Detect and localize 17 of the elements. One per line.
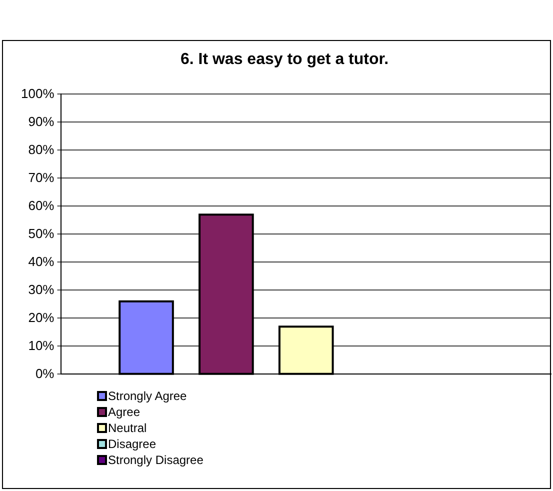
- y-tick-label: 70%: [28, 170, 55, 185]
- y-tick-label: 10%: [28, 338, 55, 353]
- y-tick-label: 0%: [35, 366, 55, 381]
- legend-label: Neutral: [108, 420, 147, 436]
- y-tick-label: 90%: [28, 114, 55, 129]
- legend-label: Strongly Agree: [108, 388, 187, 404]
- legend-label: Agree: [108, 404, 140, 420]
- y-tick-label: 80%: [28, 142, 55, 157]
- y-tick-label: 60%: [28, 198, 55, 213]
- y-tick-label: 100%: [21, 86, 55, 101]
- y-tick-label: 40%: [28, 254, 55, 269]
- y-tick-label: 20%: [28, 310, 55, 325]
- chart-title: 6. It was easy to get a tutor.: [180, 51, 389, 68]
- y-tick-label: 50%: [28, 226, 55, 241]
- legend-label: Strongly Disagree: [108, 452, 204, 468]
- legend-label: Disagree: [108, 436, 156, 452]
- y-tick-label: 30%: [28, 282, 55, 297]
